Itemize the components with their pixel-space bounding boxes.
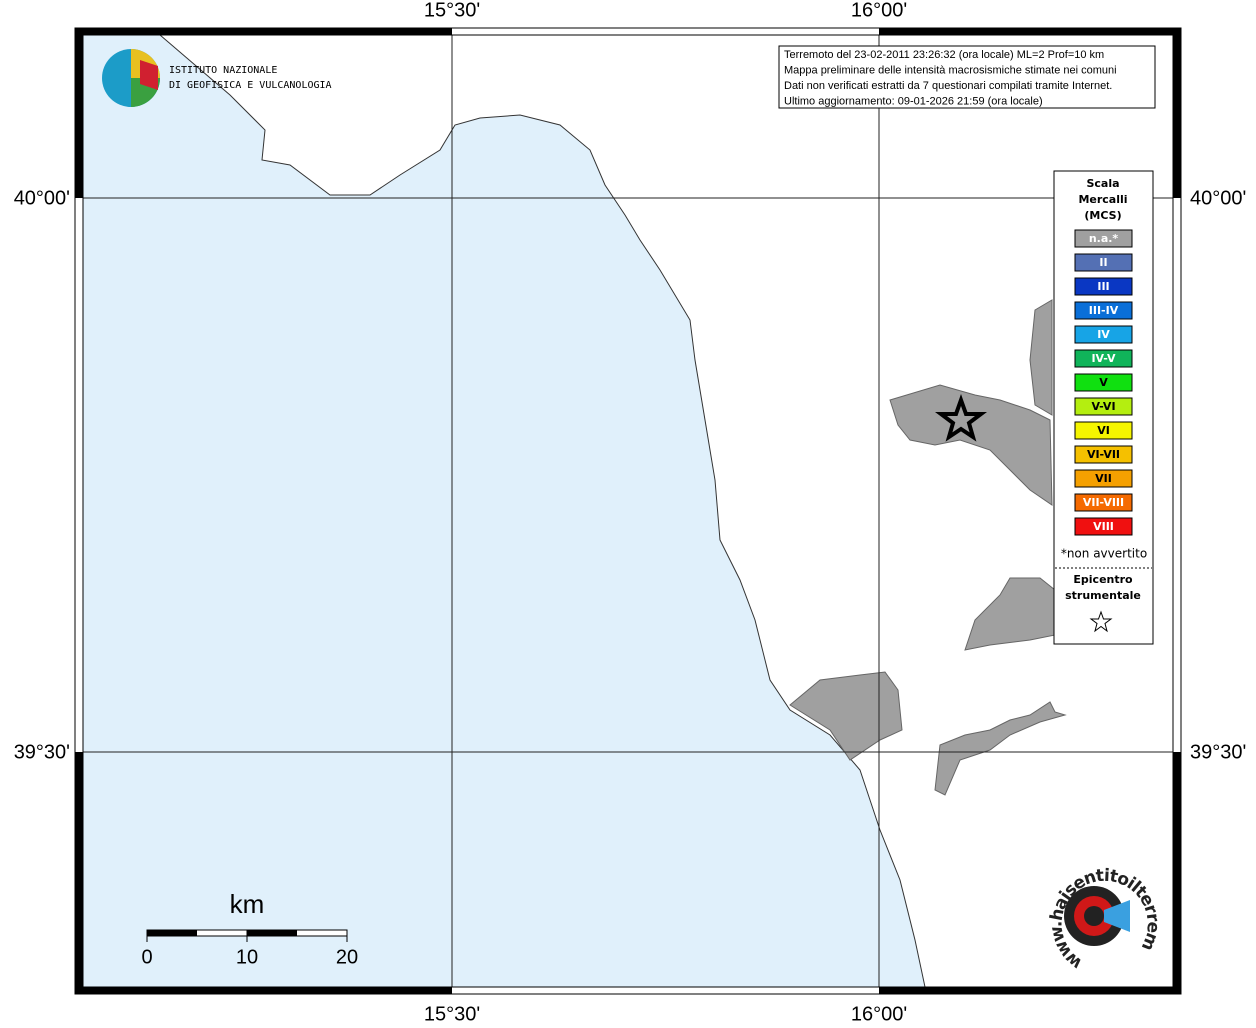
legend-label: VII <box>1095 472 1112 485</box>
logo-segment <box>140 60 158 90</box>
legend-label: n.a.* <box>1089 232 1119 245</box>
scale-label: 0 <box>141 946 152 968</box>
frame-bar <box>75 987 452 994</box>
info-line: Mappa preliminare delle intensità macros… <box>784 64 1117 76</box>
logo-text: DI GEOFISICA E VULCANOLOGIA <box>169 80 332 91</box>
lon-label: 15°30' <box>424 0 480 21</box>
scale-bar: km 0 10 20 <box>141 889 358 968</box>
legend-swatch <box>1074 325 1133 344</box>
epicenter-star <box>935 394 987 442</box>
municipality <box>964 577 1056 651</box>
graticule <box>83 35 1173 987</box>
lat-label: 39°30' <box>14 741 70 763</box>
municipality <box>1029 299 1053 416</box>
scale-label: 20 <box>336 946 358 968</box>
scale-segment <box>247 930 297 936</box>
lon-label: 16°00' <box>851 0 907 21</box>
legend-epicenter: Epicentro <box>1073 573 1133 586</box>
frame-bar <box>75 28 452 35</box>
scale-label: 10 <box>236 946 258 968</box>
legend-swatch <box>1074 253 1133 272</box>
lon-label: 16°00' <box>851 1003 907 1024</box>
legend-note: *non avvertito <box>1061 547 1147 561</box>
legend-label: III <box>1097 280 1109 293</box>
municipality <box>934 701 1067 796</box>
frame-bar <box>1173 752 1181 994</box>
frame-bar <box>1173 28 1181 198</box>
info-line: Ultimo aggiornamento: 09-01-2026 21:59 (… <box>784 95 1043 107</box>
lat-label: 40°00' <box>14 187 70 209</box>
info-lines: Terremoto del 23-02-2011 23:26:32 (ora l… <box>784 49 1117 108</box>
logo-ring <box>1084 906 1104 926</box>
legend-title: Mercalli <box>1078 193 1127 206</box>
legend-swatch <box>1074 517 1133 536</box>
legend-swatch <box>1074 301 1133 320</box>
frame-bar <box>75 28 83 198</box>
legend-label: III-IV <box>1089 304 1119 317</box>
frame-bar <box>879 987 1181 994</box>
legend-label: II <box>1099 256 1107 269</box>
legend-label: IV-V <box>1091 352 1116 365</box>
frame-outline <box>82 34 1174 988</box>
municipality <box>889 384 1053 506</box>
legend-title: Scala <box>1086 177 1119 190</box>
legend-label: VI-VII <box>1087 448 1120 461</box>
legend-swatch <box>1074 373 1133 392</box>
legend-swatch <box>1074 397 1133 416</box>
legend-label: V-VI <box>1091 400 1115 413</box>
lat-label: 40°00' <box>1190 187 1246 209</box>
info-box <box>778 45 1156 109</box>
legend-star <box>1089 610 1113 633</box>
municipality <box>789 671 903 761</box>
ingv-logo: ISTITUTO NAZIONALE DI GEOFISICA E VULCAN… <box>102 49 332 107</box>
legend-swatch <box>1074 277 1133 296</box>
logo-beam <box>1104 900 1130 932</box>
legend-epicenter: strumentale <box>1065 589 1141 602</box>
scale-segment <box>147 930 197 936</box>
sea <box>82 34 926 988</box>
info-line: Dati non verificati estratti da 7 questi… <box>784 80 1112 92</box>
legend-swatch <box>1074 229 1133 248</box>
legend-label: VII-VIII <box>1083 496 1124 509</box>
legend-label: IV <box>1097 328 1110 341</box>
legend-swatch <box>1074 445 1133 464</box>
lat-label: 39°30' <box>1190 741 1246 763</box>
info-line: Terremoto del 23-02-2011 23:26:32 (ora l… <box>784 49 1104 61</box>
scale-unit: km <box>230 889 265 919</box>
legend-swatch <box>1074 469 1133 488</box>
legend-label: V <box>1099 376 1108 389</box>
frame-outline <box>74 27 1182 995</box>
logo-text: ISTITUTO NAZIONALE <box>169 65 277 76</box>
frame <box>74 27 1182 995</box>
frame-bar <box>879 28 1181 35</box>
legend-swatch <box>1074 421 1133 440</box>
legend-label: VI <box>1097 424 1110 437</box>
legend-swatch <box>1074 349 1133 368</box>
legend-title: (MCS) <box>1084 209 1121 222</box>
frame-bar <box>75 752 83 994</box>
legend-label: VIII <box>1093 520 1114 533</box>
legend-swatch <box>1074 493 1133 512</box>
legend-classes: n.a.*IIIIIIII-IVIVIV-VVV-VIVIVI-VIIVIIVI… <box>1074 229 1133 536</box>
lon-label: 15°30' <box>424 1003 480 1024</box>
